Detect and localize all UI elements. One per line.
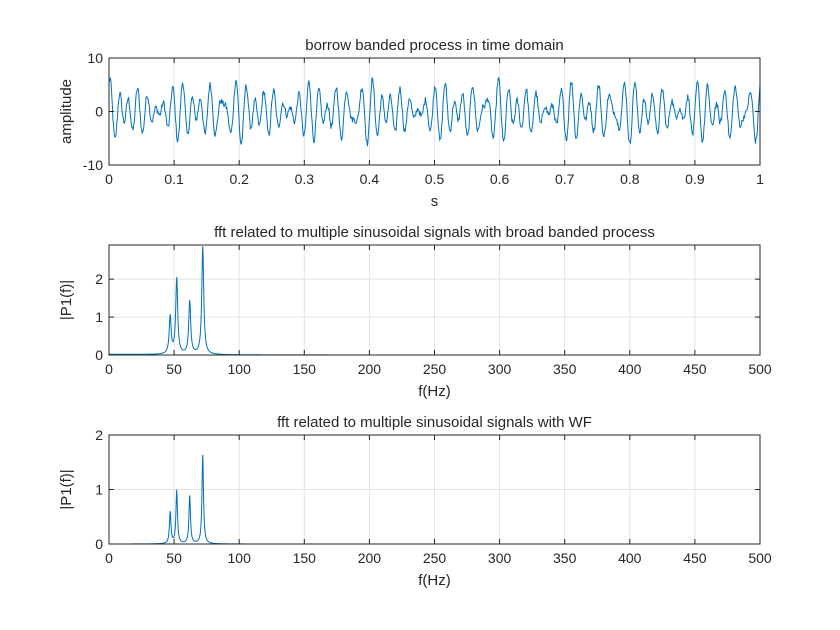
x-tick-label: 500 xyxy=(748,550,772,566)
x-tick-label: 200 xyxy=(358,550,382,566)
y-tick-label: 1 xyxy=(95,309,103,325)
x-tick-label: 450 xyxy=(683,550,707,566)
x-tick-label: 0.6 xyxy=(490,171,510,187)
y-tick-label: 2 xyxy=(95,271,103,287)
y-axis-label: |P1(f)| xyxy=(58,280,75,320)
y-tick-label: -10 xyxy=(83,157,103,173)
x-tick-label: 0.4 xyxy=(360,171,380,187)
chart-title: borrow banded process in time domain xyxy=(305,37,563,54)
x-tick-label: 100 xyxy=(228,361,252,377)
y-tick-label: 0 xyxy=(95,104,103,120)
y-tick-label: 1 xyxy=(95,482,103,498)
x-tick-label: 0.2 xyxy=(229,171,249,187)
x-axis-label: f(Hz) xyxy=(418,572,451,589)
x-tick-label: 0.8 xyxy=(620,171,640,187)
x-tick-label: 500 xyxy=(748,361,772,377)
y-tick-label: 10 xyxy=(87,50,103,66)
y-axis-label: |P1(f)| xyxy=(58,469,75,509)
y-tick-label: 2 xyxy=(95,427,103,443)
x-tick-label: 100 xyxy=(228,550,252,566)
y-tick-label: 0 xyxy=(95,536,103,552)
x-tick-label: 150 xyxy=(293,550,317,566)
x-tick-label: 400 xyxy=(618,361,642,377)
x-tick-label: 50 xyxy=(166,550,182,566)
x-tick-label: 50 xyxy=(166,361,182,377)
x-tick-label: 300 xyxy=(488,550,512,566)
x-tick-label: 400 xyxy=(618,550,642,566)
y-axis-label: amplitude xyxy=(58,79,75,144)
x-tick-label: 0.1 xyxy=(164,171,184,187)
x-tick-label: 1 xyxy=(756,171,764,187)
x-tick-label: 300 xyxy=(488,361,512,377)
x-tick-label: 0 xyxy=(105,550,113,566)
x-tick-label: 250 xyxy=(423,361,447,377)
x-tick-label: 350 xyxy=(553,550,577,566)
data-series-line xyxy=(108,76,761,147)
chart-title: fft related to multiple sinusoidal signa… xyxy=(214,224,655,241)
x-tick-label: 0.3 xyxy=(295,171,315,187)
x-tick-label: 200 xyxy=(358,361,382,377)
x-tick-label: 0.9 xyxy=(685,171,705,187)
chart-title: fft related to multiple sinusoidal signa… xyxy=(277,414,592,431)
x-tick-label: 0.5 xyxy=(425,171,445,187)
x-tick-label: 150 xyxy=(293,361,317,377)
x-tick-label: 350 xyxy=(553,361,577,377)
y-tick-label: 0 xyxy=(95,347,103,363)
x-tick-label: 0.7 xyxy=(555,171,575,187)
subplot-2: 0 50 100 150 200 250 300 350 400 450 500 0 1 2 fft rel… xyxy=(58,224,772,400)
subplot-3: 0 50 100 150 200 250 300 350 400 450 500 0 1 2 fft rel… xyxy=(58,414,772,589)
subplot-1: 0 0.1 0.2 0.3 0.4 0.5 0.6 0.7 0.8 0.9 1-10010borro… xyxy=(58,37,764,210)
x-tick-label: 250 xyxy=(423,550,447,566)
x-axis-label: f(Hz) xyxy=(418,383,451,400)
x-tick-label: 0 xyxy=(105,361,113,377)
x-axis-label: s xyxy=(431,193,439,210)
x-tick-label: 0 xyxy=(105,171,113,187)
x-tick-label: 450 xyxy=(683,361,707,377)
